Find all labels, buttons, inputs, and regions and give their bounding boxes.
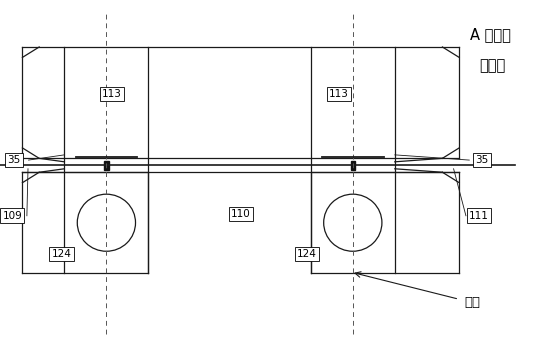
Text: 113: 113 bbox=[329, 89, 349, 99]
Text: 124: 124 bbox=[52, 249, 72, 259]
Text: A 平面磨: A 平面磨 bbox=[470, 27, 511, 42]
Text: 113: 113 bbox=[102, 89, 122, 99]
Text: 35: 35 bbox=[7, 155, 21, 165]
Bar bbox=[351, 161, 355, 169]
Bar bbox=[104, 161, 109, 169]
Text: 坡口: 坡口 bbox=[465, 296, 481, 309]
Text: 110: 110 bbox=[231, 209, 251, 219]
Text: 光顶紧: 光顶紧 bbox=[479, 58, 505, 74]
Text: 35: 35 bbox=[475, 155, 488, 165]
Text: 111: 111 bbox=[469, 211, 489, 221]
Text: 124: 124 bbox=[297, 249, 317, 259]
Text: 109: 109 bbox=[2, 211, 22, 221]
